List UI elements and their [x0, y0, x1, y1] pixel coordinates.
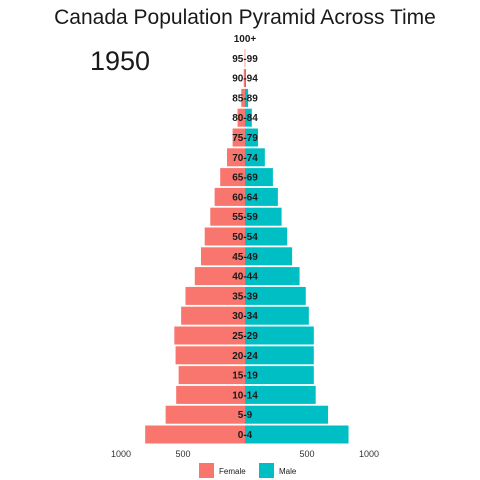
- age-label-70-74: 70-74: [232, 153, 258, 164]
- x-tick-label: 500: [175, 449, 190, 459]
- bar-female-35-39: [185, 286, 245, 305]
- bar-male-30-34: [245, 306, 309, 325]
- bar-male-70-74: [245, 148, 265, 167]
- bar-female-20-24: [175, 346, 245, 365]
- bar-male-40-44: [245, 267, 300, 286]
- bar-female-70-74: [227, 148, 245, 167]
- chart-title: Canada Population Pyramid Across Time: [54, 6, 436, 29]
- age-label-45-49: 45-49: [232, 252, 258, 263]
- bar-male-90-94: [245, 69, 246, 88]
- age-label-90-94: 90-94: [232, 74, 258, 85]
- bar-female-85-89: [241, 88, 245, 107]
- bar-male-60-64: [245, 187, 278, 206]
- bar-male-75-79: [245, 128, 259, 147]
- bar-male-50-54: [245, 227, 288, 246]
- x-tick-label: 500: [299, 449, 314, 459]
- age-label-100+: 100+: [234, 34, 257, 45]
- bar-female-55-59: [210, 207, 245, 226]
- age-label-25-29: 25-29: [232, 331, 258, 342]
- age-label-80-84: 80-84: [232, 113, 258, 124]
- bar-female-40-44: [194, 267, 245, 286]
- bar-female-0-4: [145, 425, 245, 444]
- bar-female-90-94: [243, 69, 245, 88]
- bar-male-5-9: [245, 405, 329, 424]
- bar-male-0-4: [245, 425, 349, 444]
- bar-male-35-39: [245, 286, 306, 305]
- age-label-5-9: 5-9: [238, 410, 253, 421]
- age-label-15-19: 15-19: [232, 371, 258, 382]
- bar-male-25-29: [245, 326, 314, 345]
- legend-label-male: Male: [279, 467, 297, 476]
- age-label-30-34: 30-34: [232, 311, 258, 322]
- age-label-0-4: 0-4: [238, 430, 253, 441]
- bar-male-20-24: [245, 346, 314, 365]
- x-tick-label: 1000: [111, 449, 131, 459]
- bar-female-5-9: [165, 405, 245, 424]
- age-label-55-59: 55-59: [232, 212, 258, 223]
- age-label-35-39: 35-39: [232, 291, 258, 302]
- age-label-40-44: 40-44: [232, 272, 258, 283]
- bar-female-30-34: [181, 306, 245, 325]
- age-label-20-24: 20-24: [232, 351, 258, 362]
- bar-female-65-69: [220, 168, 245, 187]
- age-label-10-14: 10-14: [232, 390, 258, 401]
- x-tick-label: 1000: [359, 449, 379, 459]
- bar-male-45-49: [245, 247, 293, 266]
- bar-female-50-54: [204, 227, 245, 246]
- age-labels-group: 0-4 5-9 10-14 15-19 20-24 25-29 30-34 35-39 40-4…: [232, 34, 258, 441]
- legend: Female Male: [199, 463, 297, 478]
- legend-label-female: Female: [219, 467, 246, 476]
- bar-male-65-69: [245, 168, 273, 187]
- bar-female-15-19: [178, 366, 245, 385]
- bar-male-15-19: [245, 366, 314, 385]
- age-label-65-69: 65-69: [232, 173, 258, 184]
- bar-male-10-14: [245, 385, 316, 404]
- age-label-60-64: 60-64: [232, 192, 258, 203]
- age-label-95-99: 95-99: [232, 54, 258, 65]
- bar-female-60-64: [214, 187, 245, 206]
- bar-male-80-84: [245, 108, 252, 127]
- bar-female-45-49: [200, 247, 245, 266]
- year-annotation: 1950: [90, 46, 150, 76]
- bar-female-25-29: [174, 326, 245, 345]
- age-label-85-89: 85-89: [232, 93, 258, 104]
- age-label-50-54: 50-54: [232, 232, 258, 243]
- bar-male-85-89: [245, 88, 249, 107]
- bar-female-75-79: [232, 128, 245, 147]
- bar-male-55-59: [245, 207, 282, 226]
- age-label-75-79: 75-79: [232, 133, 258, 144]
- bar-female-80-84: [237, 108, 245, 127]
- bar-female-10-14: [176, 385, 245, 404]
- legend-swatch-female: [199, 463, 214, 478]
- bars-group: [145, 49, 349, 444]
- legend-swatch-male: [259, 463, 274, 478]
- x-axis-ticks: 1000 500 500 1000: [111, 449, 379, 459]
